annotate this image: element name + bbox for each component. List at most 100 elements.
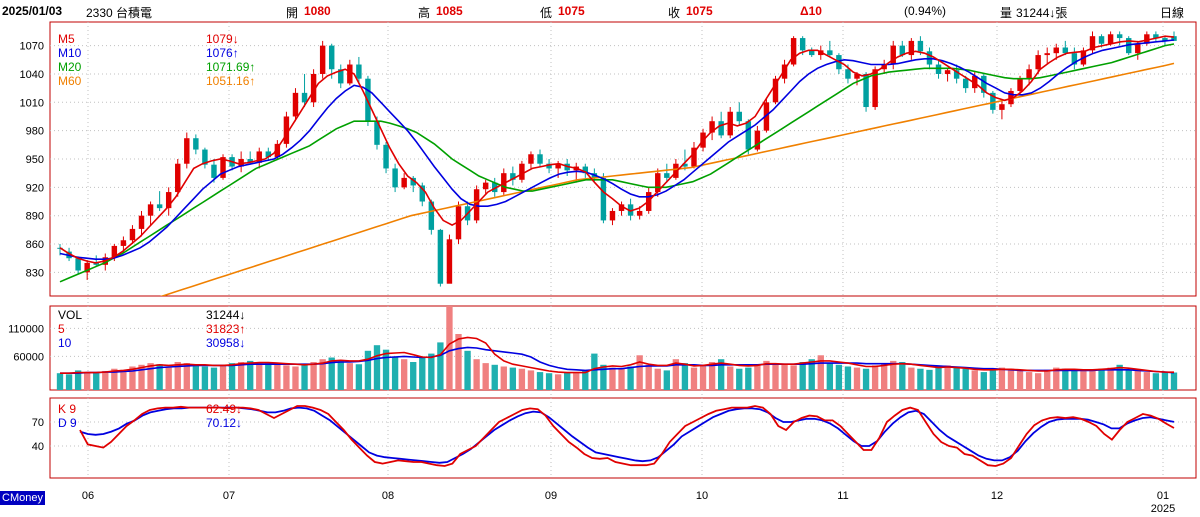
m10-line bbox=[59, 39, 1175, 261]
volume-bar bbox=[962, 368, 969, 390]
volume-bar bbox=[917, 368, 924, 390]
price-tick-label: 980 bbox=[26, 126, 44, 138]
change-percent: (0.94%) bbox=[904, 4, 947, 18]
volume-bar bbox=[645, 364, 652, 390]
volume-bar bbox=[237, 362, 245, 390]
volume-bar bbox=[464, 350, 471, 390]
candle-body bbox=[1026, 69, 1032, 79]
candle-body bbox=[428, 201, 435, 230]
month-tick-label: 08 bbox=[382, 490, 394, 502]
candle-body bbox=[211, 164, 217, 178]
volume-label: 量 bbox=[1000, 6, 1013, 20]
volume-bar bbox=[926, 369, 933, 390]
candle-body bbox=[845, 69, 851, 79]
candle-body bbox=[790, 38, 797, 65]
volume-bar bbox=[84, 372, 91, 390]
volume-bar bbox=[328, 357, 335, 390]
candle-body bbox=[917, 40, 924, 52]
kd-lines bbox=[79, 405, 1175, 467]
volume-bar bbox=[482, 363, 489, 390]
candle-body bbox=[781, 64, 788, 79]
candle-body bbox=[1098, 36, 1105, 44]
vol-ma5-name: 5 bbox=[58, 322, 65, 336]
volume-bar bbox=[971, 370, 978, 390]
candle-body bbox=[310, 73, 317, 103]
price-tick-label: 950 bbox=[26, 154, 44, 166]
volume-bar bbox=[292, 366, 299, 390]
volume-legend: VOL 5 10 bbox=[58, 308, 82, 350]
open-value: 1080 bbox=[304, 4, 331, 18]
candle-body bbox=[745, 121, 752, 150]
volume-bar bbox=[147, 363, 154, 390]
volume-bar bbox=[1044, 369, 1051, 390]
volume-bar bbox=[93, 373, 100, 390]
candle-body bbox=[627, 204, 634, 216]
volume-bar bbox=[871, 365, 879, 390]
volume-bar bbox=[518, 368, 526, 390]
candle-body bbox=[528, 154, 534, 164]
m10-value: 1076↑ bbox=[206, 46, 239, 60]
candle-body bbox=[1089, 36, 1096, 51]
volume-bar bbox=[672, 359, 680, 390]
candle-body bbox=[111, 245, 118, 258]
kd-y-axis: 70 40 bbox=[32, 417, 44, 453]
candle-body bbox=[165, 192, 172, 209]
candle-body bbox=[247, 159, 253, 163]
candle-body bbox=[292, 92, 299, 117]
volume-bar bbox=[1134, 370, 1141, 390]
candle-body bbox=[600, 177, 607, 221]
candle-body bbox=[1062, 47, 1069, 54]
volume-bar bbox=[881, 364, 888, 390]
month-tick-label: 09 bbox=[545, 490, 557, 502]
volume-bar bbox=[944, 365, 951, 390]
volume-bar bbox=[491, 364, 498, 390]
candle-body bbox=[1035, 55, 1041, 70]
candle-body bbox=[655, 173, 661, 193]
candlesticks bbox=[57, 31, 1177, 287]
volume-bar bbox=[120, 369, 127, 390]
candle-body bbox=[582, 166, 589, 174]
month-tick-label: 11 bbox=[837, 490, 848, 502]
candle-body bbox=[754, 130, 761, 150]
m10-name: M10 bbox=[58, 46, 82, 60]
volume-bar bbox=[373, 345, 381, 390]
volume-bar bbox=[319, 359, 326, 390]
volume-bar bbox=[781, 364, 788, 390]
candle-body bbox=[1107, 34, 1114, 44]
candle-body bbox=[555, 163, 561, 169]
volume-bar bbox=[111, 368, 118, 390]
volume-bar bbox=[74, 370, 82, 390]
candle-body bbox=[935, 64, 942, 74]
volume-bar bbox=[247, 360, 254, 390]
candle-body bbox=[501, 173, 507, 193]
candle-body bbox=[981, 75, 987, 93]
candle-body bbox=[392, 168, 398, 188]
volume-bar bbox=[708, 362, 716, 390]
volume-bar bbox=[1071, 370, 1078, 390]
kd-tick-label: 40 bbox=[32, 441, 44, 453]
price-tick-label: 1070 bbox=[20, 41, 44, 53]
candle-body bbox=[899, 45, 906, 56]
volume-bar bbox=[419, 357, 426, 390]
candle-body bbox=[93, 262, 99, 265]
volume-bar bbox=[799, 362, 806, 390]
month-tick-label: 06 bbox=[82, 490, 94, 502]
vol-name: VOL bbox=[58, 308, 83, 322]
volume-bar bbox=[890, 360, 897, 390]
vol-ma10-value: 30958↓ bbox=[206, 336, 246, 350]
volume-ma5-line bbox=[60, 336, 1175, 375]
candle-body bbox=[1116, 34, 1123, 39]
candle-body bbox=[383, 144, 389, 169]
candle-body bbox=[953, 70, 960, 79]
volume-bar bbox=[754, 364, 761, 390]
volume-bar bbox=[600, 364, 607, 390]
m20-name: M20 bbox=[58, 60, 82, 74]
volume-tick-label: 110000 bbox=[8, 323, 44, 335]
d-line bbox=[79, 406, 1175, 464]
volume-bar bbox=[1143, 372, 1150, 390]
brand-logo: CMoney bbox=[0, 491, 45, 505]
k-name: K 9 bbox=[58, 402, 77, 416]
volume-bar bbox=[1034, 373, 1042, 390]
change-value: Δ10 bbox=[800, 4, 822, 18]
gridlines bbox=[50, 22, 1196, 478]
